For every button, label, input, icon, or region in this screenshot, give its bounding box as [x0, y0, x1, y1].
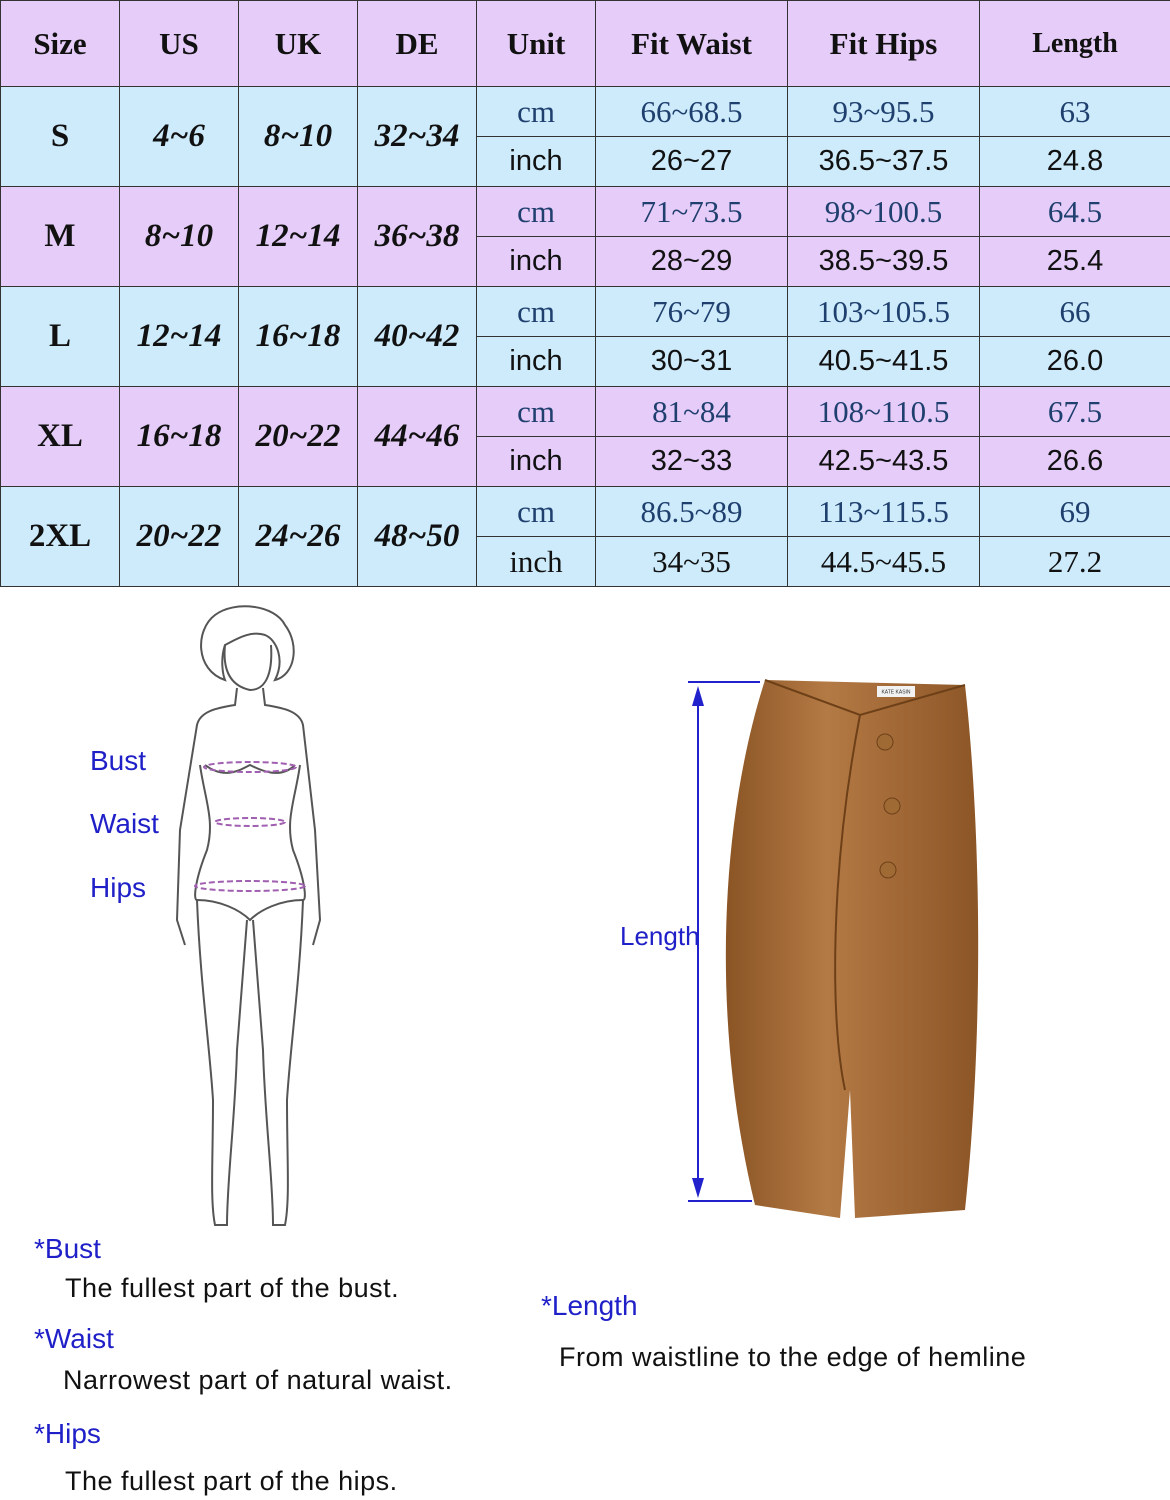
- column-header: UK: [238, 0, 358, 87]
- column-header: US: [119, 0, 239, 87]
- inch-hips-cell: 40.5~41.5: [787, 336, 980, 387]
- us-size-cell: 16~18: [119, 386, 239, 487]
- cm-length-cell: 64.5: [979, 186, 1170, 237]
- cm-unit-cell: cm: [476, 86, 596, 137]
- column-header: Fit Waist: [595, 0, 788, 87]
- skirt-tag: [877, 686, 915, 697]
- cm-unit-cell: cm: [476, 486, 596, 537]
- body-figure-illustration: [175, 605, 322, 1226]
- length-note-desc: From waistline to the edge of hemline: [559, 1342, 1027, 1372]
- waist-note-desc: Narrowest part of natural waist.: [63, 1365, 453, 1395]
- de-size-cell: 36~38: [357, 186, 477, 287]
- table-row: inch 30~31 40.5~41.5 26.0: [1, 336, 1170, 387]
- size-cell: L: [0, 286, 120, 387]
- cm-length-cell: 63: [979, 86, 1170, 137]
- table-row: M 8~10 12~14 36~38 cm 71~73.5 98~100.5 64.5: [0, 186, 1170, 287]
- uk-size-cell: 8~10: [238, 86, 358, 187]
- skirt-product-image: KATE KASIN: [688, 679, 979, 1218]
- inch-unit-cell: inch: [476, 436, 596, 487]
- cm-waist-cell: 86.5~89: [595, 486, 788, 537]
- column-header: DE: [357, 0, 477, 87]
- length-label: Length: [620, 921, 700, 951]
- hips-note-title: *Hips: [34, 1418, 101, 1449]
- inch-length-cell: 27.2: [979, 536, 1170, 587]
- cm-hips-cell: 93~95.5: [787, 86, 980, 137]
- cm-hips-cell: 98~100.5: [787, 186, 980, 237]
- inch-hips-cell: 38.5~39.5: [787, 236, 980, 287]
- cm-length-cell: 66: [979, 286, 1170, 337]
- uk-size-cell: 20~22: [238, 386, 358, 487]
- bust-label: Bust: [90, 745, 147, 776]
- de-size-cell: 32~34: [357, 86, 477, 187]
- table-row: inch 26~27 36.5~37.5 24.8: [1, 136, 1170, 187]
- us-size-cell: 12~14: [119, 286, 239, 387]
- cm-waist-cell: 81~84: [595, 386, 788, 437]
- cm-unit-cell: cm: [476, 286, 596, 337]
- inch-length-cell: 25.4: [979, 236, 1170, 287]
- table-row: inch 28~29 38.5~39.5 25.4: [1, 236, 1170, 287]
- table-row: L 12~14 16~18 40~42 cm 76~79 103~105.5 66: [0, 286, 1170, 387]
- table-row: XL 16~18 20~22 44~46 cm 81~84 108~110.5 67.5: [0, 386, 1170, 487]
- us-size-cell: 4~6: [119, 86, 239, 187]
- cm-hips-cell: 113~115.5: [787, 486, 980, 537]
- inch-unit-cell: inch: [476, 136, 596, 187]
- inch-hips-cell: 36.5~37.5: [787, 136, 980, 187]
- column-header: Unit: [476, 0, 596, 87]
- inch-unit-cell: inch: [476, 336, 596, 387]
- de-size-cell: 40~42: [357, 286, 477, 387]
- inch-hips-cell: 44.5~45.5: [787, 536, 980, 587]
- uk-size-cell: 24~26: [238, 486, 358, 587]
- size-cell: M: [0, 186, 120, 287]
- hips-label: Hips: [90, 872, 147, 903]
- de-size-cell: 44~46: [357, 386, 477, 487]
- inch-unit-cell: inch: [476, 536, 596, 587]
- waist-label: Waist: [90, 808, 159, 839]
- skirt-tag-text: KATE KASIN: [881, 690, 910, 696]
- cm-length-cell: 69: [979, 486, 1170, 537]
- inch-waist-cell: 34~35: [595, 536, 788, 587]
- inch-length-cell: 24.8: [979, 136, 1170, 187]
- inch-length-cell: 26.0: [979, 336, 1170, 387]
- inch-waist-cell: 32~33: [595, 436, 788, 487]
- cm-waist-cell: 66~68.5: [595, 86, 788, 137]
- cm-unit-cell: cm: [476, 386, 596, 437]
- bust-note-title: *Bust: [34, 1233, 101, 1264]
- uk-size-cell: 12~14: [238, 186, 358, 287]
- cm-hips-cell: 103~105.5: [787, 286, 980, 337]
- de-size-cell: 48~50: [357, 486, 477, 587]
- header-row: Size US UK DE Unit Fit Waist Fit Hips Length: [0, 0, 1170, 87]
- table-row: 2XL 20~22 24~26 48~50 cm 86.5~89 113~115.5 69: [0, 486, 1170, 587]
- column-header: Size: [0, 0, 120, 87]
- size-cell: XL: [0, 386, 120, 487]
- waist-note-title: *Waist: [34, 1323, 114, 1354]
- size-cell: S: [0, 86, 120, 187]
- cm-hips-cell: 108~110.5: [787, 386, 980, 437]
- inch-waist-cell: 30~31: [595, 336, 788, 387]
- us-size-cell: 20~22: [119, 486, 239, 587]
- size-cell: 2XL: [0, 486, 120, 587]
- bust-note-desc: The fullest part of the bust.: [65, 1273, 400, 1303]
- uk-size-cell: 16~18: [238, 286, 358, 387]
- inch-length-cell: 26.6: [979, 436, 1170, 487]
- column-header: Length: [979, 0, 1170, 87]
- inch-waist-cell: 28~29: [595, 236, 788, 287]
- table-row: inch 34~35 44.5~45.5 27.2: [1, 536, 1170, 587]
- hips-note-desc: The fullest part of the hips.: [65, 1466, 398, 1496]
- table-row: S 4~6 8~10 32~34 cm 66~68.5 93~95.5 63: [0, 86, 1170, 187]
- us-size-cell: 8~10: [119, 186, 239, 287]
- length-note-title: *Length: [541, 1290, 638, 1321]
- cm-waist-cell: 76~79: [595, 286, 788, 337]
- column-header: Fit Hips: [787, 0, 980, 87]
- cm-waist-cell: 71~73.5: [595, 186, 788, 237]
- cm-unit-cell: cm: [476, 186, 596, 237]
- inch-unit-cell: inch: [476, 236, 596, 287]
- cm-length-cell: 67.5: [979, 386, 1170, 437]
- inch-waist-cell: 26~27: [595, 136, 788, 187]
- inch-hips-cell: 42.5~43.5: [787, 436, 980, 487]
